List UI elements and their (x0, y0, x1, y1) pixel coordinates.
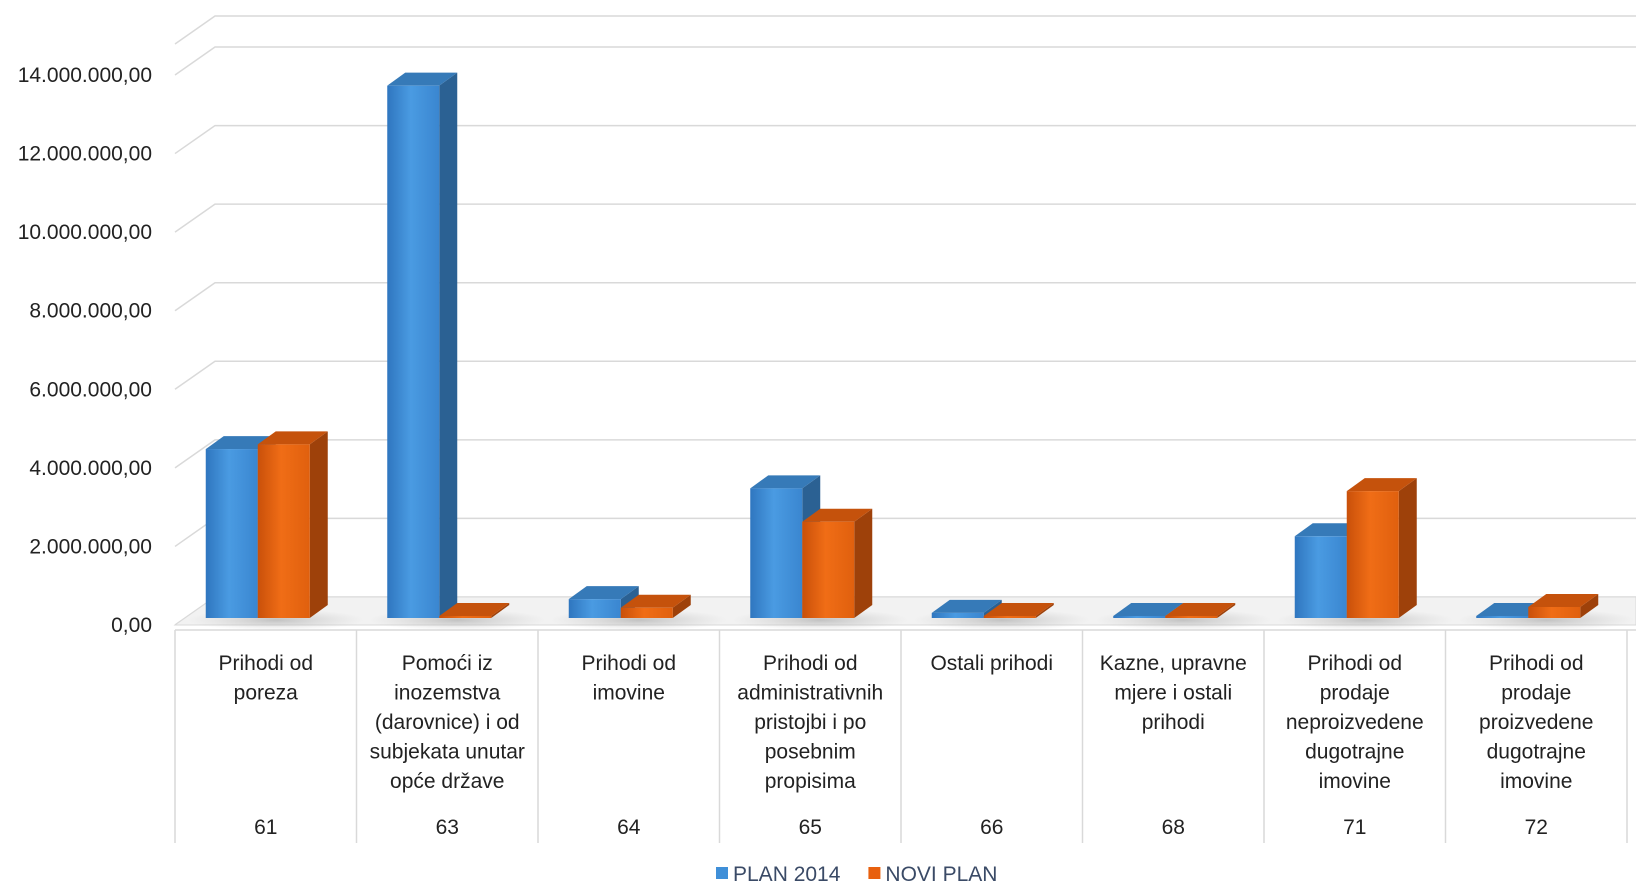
legend-swatch (868, 867, 881, 879)
x-category-code: 71 (1343, 816, 1366, 839)
gridlines (174, 15, 1636, 626)
y-tick-label: 10.000.000,00 (18, 221, 152, 244)
gridline (174, 203, 1636, 233)
x-category-label: Prihodi od administrativnih pristojbi i po… (737, 652, 883, 793)
gridline (174, 281, 1636, 312)
gridline (174, 46, 1636, 76)
x-category-label: Pomoći iz inozemstva (darovnice) i od subje… (370, 652, 525, 793)
bar-novi-plan-65 (802, 508, 873, 618)
x-category-code: 66 (980, 816, 1003, 839)
gridline (174, 124, 1636, 155)
bar-novi-plan-72 (1528, 594, 1599, 618)
y-tick-label: 12.000.000,00 (18, 143, 152, 166)
bar-novi-plan-63 (439, 603, 510, 618)
x-category-code: 64 (617, 816, 641, 839)
y-tick-label: 14.000.000,00 (18, 64, 152, 87)
bar-novi-plan-71 (1346, 478, 1417, 618)
bar-novi-plan-64 (620, 594, 691, 618)
y-tick-label: 4.000.000,00 (29, 457, 152, 480)
x-axis: Prihodi od poreza 61 Pomoći iz inozemstva (da… (174, 629, 1636, 843)
gridline (174, 15, 1636, 45)
bar-novi-plan-66 (983, 603, 1054, 618)
x-category-code: 63 (436, 816, 459, 839)
legend-item-plan-2014: PLAN 2014 (716, 863, 841, 885)
x-category-code: 65 (799, 816, 822, 839)
legend-item-novi-plan: NOVI PLAN (868, 863, 997, 885)
y-axis: 0,00 2.000.000,00 4.000.000,00 6.000.000,00… (18, 64, 152, 637)
legend-label: PLAN 2014 (733, 863, 841, 885)
y-tick-label: 6.000.000,00 (29, 378, 152, 401)
bar-novi-plan-61 (257, 431, 328, 618)
bar-plan-2014-63 (387, 72, 458, 618)
x-category-label: Kazne, upravne mjere i ostali prihodi (1100, 652, 1247, 734)
y-tick-label: 0,00 (111, 614, 152, 637)
gridline (174, 439, 1636, 469)
bar-plan-2014-64 (568, 586, 639, 618)
x-category-label: Ostali prihodi (930, 652, 1053, 675)
gridline (174, 360, 1636, 390)
x-category-code: 61 (254, 816, 277, 839)
y-tick-label: 2.000.000,00 (29, 535, 152, 558)
y-tick-label: 8.000.000,00 (29, 300, 152, 323)
x-category-label: Prihodi od imovine (581, 652, 676, 705)
x-category-label: Prihodi od prodaje proizvedene dugotrajne im… (1479, 652, 1593, 793)
x-category-label: Prihodi od poreza (218, 652, 313, 705)
bar-novi-plan-68 (1165, 603, 1236, 618)
bars (187, 72, 1635, 631)
legend: PLAN 2014 NOVI PLAN (716, 863, 997, 885)
x-category-label: Prihodi od prodaje neproizvedene dugotrajne… (1286, 652, 1424, 793)
x-category-code: 72 (1525, 816, 1548, 839)
x-category-code: 68 (1162, 816, 1185, 839)
legend-label: NOVI PLAN (885, 863, 997, 885)
legend-swatch (716, 867, 728, 879)
